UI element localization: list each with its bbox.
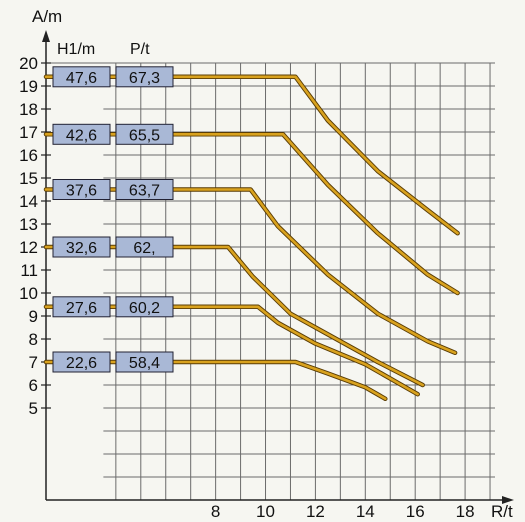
y-tick-label: 12 [19,238,38,257]
y-tick-label: 6 [29,376,38,395]
line-path [44,133,459,295]
x-axis-arrow [502,496,514,504]
x-tick-label: 18 [456,502,475,521]
y-axis-title: A/m [32,7,62,26]
y-tick-label: 15 [19,169,38,188]
p-value-box [115,179,174,200]
line-outline [43,132,460,296]
h1-value-box [52,351,111,373]
y-tick-label: 19 [19,77,38,96]
h1-value-label: 42,6 [66,127,97,144]
p-value-box [115,123,174,145]
x-axis-title: R/t [491,502,513,521]
y-tick-label: 10 [19,284,38,303]
h1-value-label: 47,6 [66,70,97,87]
p-value-box [115,296,174,318]
p-value-label: 63,7 [129,183,160,200]
grid [46,62,495,501]
series-group: 47,6 67,342,6 65,537,6 63,732,6 62,27,6 60,22… [43,66,460,402]
line-outline [43,304,420,397]
x-tick-label: 10 [256,502,275,521]
line-path [44,360,387,401]
h1-value-label: 22,6 [66,355,97,372]
y-tick-label: 9 [29,307,38,326]
h1-value-box [52,296,111,318]
x-ticks: 8 10 12 14 16 18 [211,502,475,521]
x-tick-label: 12 [306,502,325,521]
p-value-label: 65,5 [129,127,160,144]
y-tick-label: 5 [29,399,38,418]
h1-value-label: 37,6 [66,183,97,200]
y-tick-label: 7 [29,353,38,372]
series-line: 47,6 67,3 [43,66,460,236]
col-header-p: P/t [130,41,150,58]
x-tick-label: 16 [406,502,425,521]
series-line: 42,6 65,5 [43,123,460,296]
line-path [44,75,459,235]
x-tick-label: 8 [211,502,220,521]
y-tick-label: 18 [19,100,38,119]
x-tick-label: 14 [356,502,375,521]
p-value-box [115,351,174,373]
series-line: 27,6 60,2 [43,296,420,397]
h1-value-label: 27,6 [66,300,97,317]
y-axis-arrow [42,30,50,42]
col-header-h1: H1/m [57,41,95,58]
y-tick-label: 11 [20,261,38,280]
y-tick-label: 8 [29,330,38,349]
y-tick-label: 14 [19,192,38,211]
p-value-label: 58,4 [129,355,160,372]
y-ticks: 5 6 7 8 9 10 11 12 13 14 15 16 17 18 19 20 [19,54,51,418]
series-line: 32,6 62, [43,236,425,388]
h1-value-box [52,179,111,200]
series-line: 37,6 63,7 [43,179,458,356]
h1-value-box [52,236,111,258]
y-tick-label: 13 [19,215,38,234]
p-value-box [115,66,174,88]
y-tick-label: 20 [19,54,38,73]
line-path [44,245,424,387]
p-value-box [115,236,174,258]
y-tick-label: 16 [19,146,38,165]
h1-value-box [52,66,111,88]
line-path [44,188,457,355]
line-path [44,305,419,396]
h1-value-label: 32,6 [66,240,97,257]
series-line: 22,6 58,4 [43,351,388,402]
y-tick-label: 17 [19,123,38,142]
axes [42,30,514,504]
p-value-label: 60,2 [129,300,160,317]
p-value-label: 67,3 [129,70,160,87]
h1-value-box [52,123,111,145]
p-value-label: 62, [133,240,155,257]
